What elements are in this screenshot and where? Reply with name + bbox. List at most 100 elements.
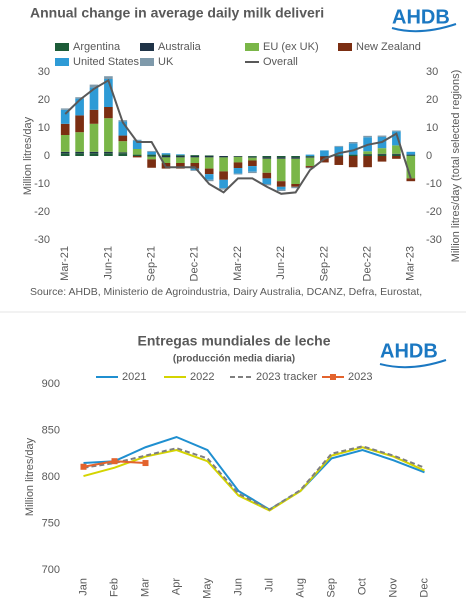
bar-segment	[363, 135, 372, 138]
bar-segment	[75, 115, 84, 133]
bar-segment	[132, 139, 142, 141]
bar-segment	[89, 84, 99, 88]
bar-segment	[334, 155, 344, 156]
bar-segment	[262, 158, 272, 173]
bar-segment	[348, 156, 358, 168]
bar-segment	[60, 123, 70, 135]
bar-segment	[276, 189, 286, 191]
bar-segment	[219, 188, 228, 190]
legend-label: Argentina	[73, 41, 121, 53]
bar-segment	[233, 162, 243, 169]
y-tick-label: 30	[38, 66, 50, 78]
x-tick-label: Jun-22	[275, 246, 287, 280]
y-tick-label: 800	[42, 471, 60, 483]
y-tick-label: 0	[44, 150, 50, 162]
bar-segment	[248, 156, 257, 158]
bar-segment	[75, 151, 84, 154]
bar-segment	[132, 140, 142, 149]
bar-segment	[276, 156, 286, 158]
bar-segment	[60, 153, 70, 156]
x-tick-label: Dec-22	[362, 246, 374, 281]
bar-segment	[305, 156, 315, 157]
series-line	[83, 435, 425, 511]
bar-segment	[320, 156, 329, 157]
bar-segment	[176, 155, 185, 156]
bar-segment	[320, 150, 329, 156]
logo: AHDB	[392, 6, 450, 28]
legend-label: 2023	[348, 371, 372, 383]
y-tick-label: -10	[34, 178, 50, 190]
bar-segment	[75, 132, 84, 152]
bar-segment	[118, 121, 128, 136]
bar-segment	[89, 151, 99, 154]
legend-label: Overall	[263, 56, 298, 68]
logo-swoosh	[391, 23, 457, 33]
legend-swatch	[55, 58, 69, 66]
bar-segment	[233, 168, 243, 174]
legend-label: EU (ex UK)	[263, 41, 319, 53]
bar-segment	[233, 156, 243, 157]
y2-tick-label: -20	[426, 206, 442, 218]
bar-segment	[392, 156, 401, 159]
bar-segment	[291, 186, 300, 189]
bar-segment	[176, 154, 185, 156]
x-tick-label: Nov	[387, 578, 399, 598]
legend-label: United States	[73, 56, 140, 68]
bar-segment	[363, 154, 372, 156]
bar-segment	[406, 156, 416, 179]
bar-segment	[132, 149, 142, 155]
bar-segment	[176, 157, 185, 163]
bar-segment	[132, 156, 142, 158]
bar-segment	[291, 156, 300, 158]
x-tick-label: Oct	[356, 578, 368, 595]
x-tick-label: Mar-23	[405, 246, 417, 281]
y-tick-label: 750	[42, 517, 60, 529]
bar-segment	[392, 145, 401, 154]
bar-segment	[190, 155, 200, 156]
bar-segment	[190, 156, 200, 158]
bar-segment	[262, 157, 272, 159]
bar-segment	[334, 145, 344, 147]
y-tick-label: 850	[42, 424, 60, 436]
bar-segment	[248, 160, 257, 167]
bar-segment	[406, 154, 416, 156]
bar-segment	[305, 157, 315, 167]
x-tick-label: Mar-22	[232, 246, 244, 281]
bar-segment	[377, 156, 387, 162]
bar-segment	[147, 156, 156, 160]
bar-segment	[262, 172, 272, 179]
bar-segment	[104, 118, 113, 152]
x-tick-label: Aug	[294, 578, 306, 598]
bar-segment	[348, 142, 358, 144]
bar-segment	[334, 156, 344, 165]
legend-label: Australia	[158, 41, 202, 53]
bar-segment	[276, 158, 286, 182]
x-tick-label: Jun	[232, 578, 244, 596]
y2-tick-label: 30	[426, 66, 438, 78]
bar-segment	[305, 167, 315, 169]
bar-segment	[147, 156, 156, 157]
bar-segment	[118, 135, 128, 142]
bar-segment	[363, 151, 372, 155]
source-note: Source: AHDB, Ministerio de Agroindustri…	[30, 286, 422, 298]
bar-segment	[104, 76, 113, 79]
bar-segment	[118, 153, 128, 156]
y2-tick-label: 10	[426, 122, 438, 134]
chart-title: Entregas mundiales de leche	[138, 333, 331, 349]
x-tick-label: Dec-21	[189, 246, 201, 281]
legend-label: 2023 tracker	[256, 371, 317, 383]
bar-segment	[392, 131, 401, 146]
bar-segment	[291, 184, 300, 187]
bar-segment	[291, 157, 300, 159]
bar-segment	[89, 87, 99, 110]
bar-segment	[190, 170, 200, 171]
bar-segment	[60, 108, 70, 110]
bar-segment	[60, 109, 70, 124]
bar-segment	[377, 153, 387, 155]
bar-segment	[219, 171, 228, 180]
bar-segment	[334, 156, 344, 157]
bar-segment	[204, 157, 214, 169]
bar-segment	[248, 166, 257, 172]
bar-segment	[204, 156, 214, 158]
bar-segment	[348, 143, 358, 155]
